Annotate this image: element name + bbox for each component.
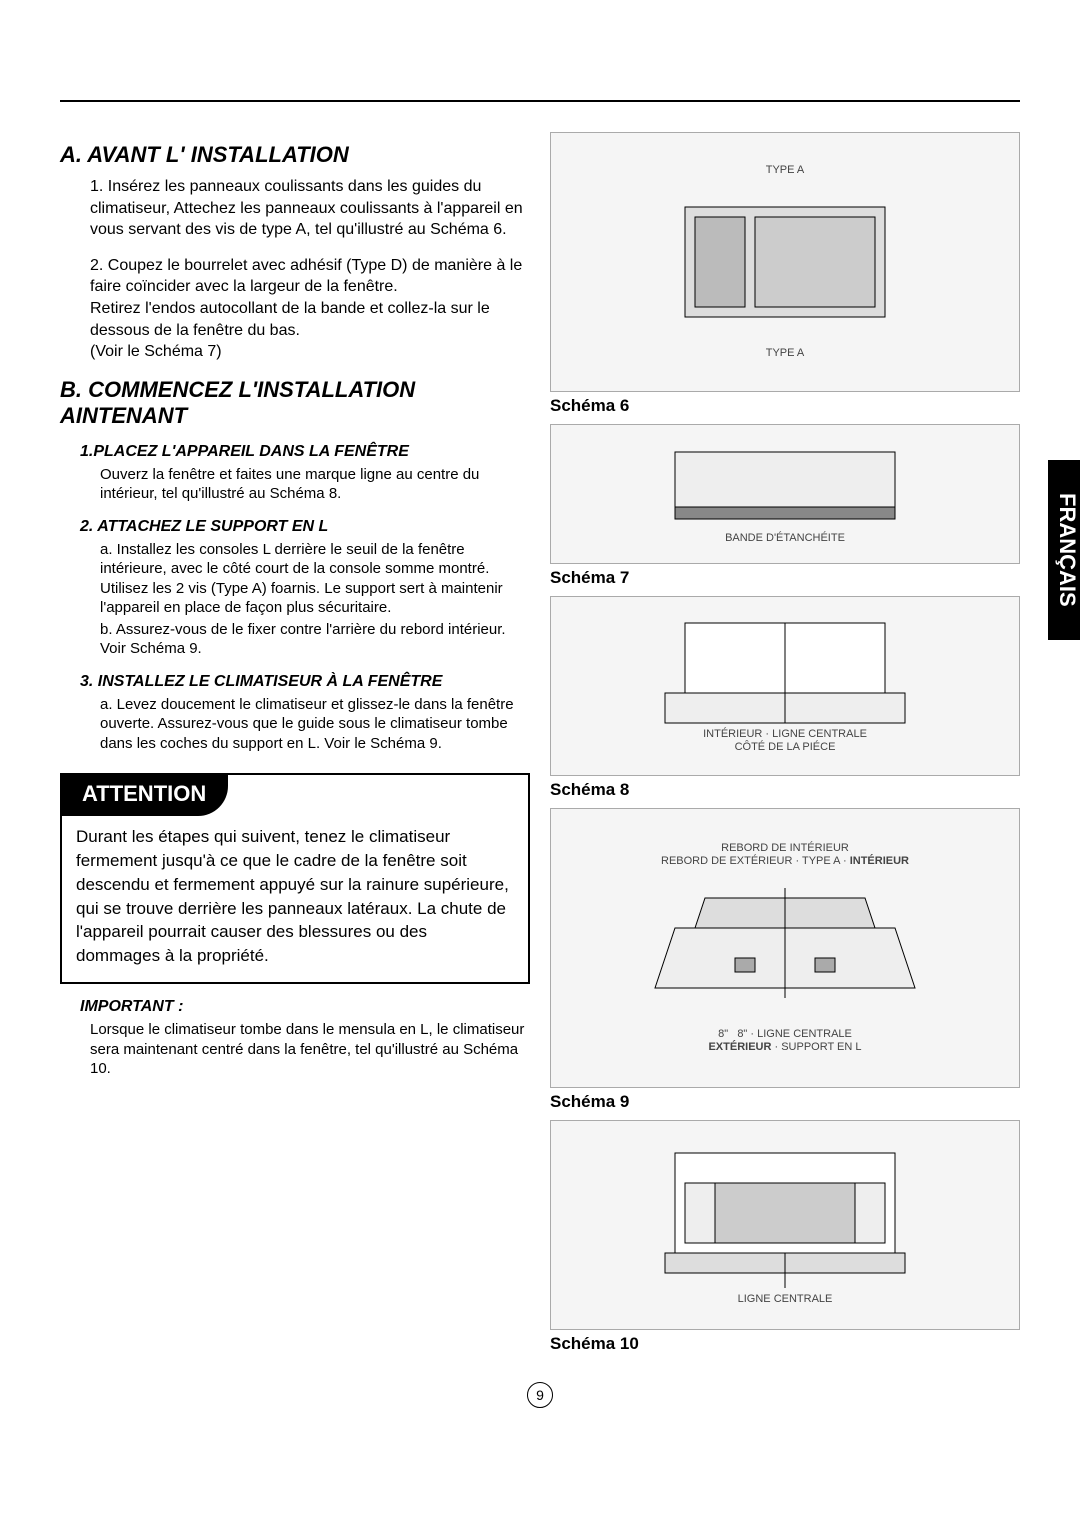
figure-6-label: Schéma 6 [550, 396, 1020, 416]
figure-8-icon: INTÉRIEUR · LIGNE CENTRALE CÔTÉ DE LA PI… [550, 596, 1020, 776]
fig8-annot2: INTÉRIEUR [703, 728, 762, 740]
figure-10-icon: LIGNE CENTRALE [550, 1120, 1020, 1330]
step3-a: a. Levez doucement le climatiseur et gli… [100, 695, 530, 754]
fig7-annot1: BANDE D'ÉTANCHÉITE [725, 532, 845, 545]
attention-label: ATTENTION [60, 773, 228, 816]
section-b-title: B. COMMENCEZ L'INSTALLATION AINTENANT [60, 377, 530, 429]
figure-7-label: Schéma 7 [550, 568, 1020, 588]
ac-unit-icon [665, 177, 905, 347]
page-number: 9 [527, 1382, 553, 1408]
section-a-title: A. AVANT L' INSTALLATION [60, 142, 530, 168]
window-seal-icon [655, 442, 915, 532]
step2-b: b. Assurez-vous de le fixer contre l'arr… [100, 620, 530, 659]
figure-6-icon: TYPE A TYPE A [550, 132, 1020, 392]
important-label: IMPORTANT : [80, 998, 530, 1016]
fig9-annot2: REBORD DE EXTÉRIEUR [661, 855, 792, 867]
figure-8-label: Schéma 8 [550, 780, 1020, 800]
fig9-annot7: 8" [737, 1028, 747, 1040]
fig6-annot2: TYPE A [766, 347, 805, 360]
fig9-annot1: REBORD DE INTÉRIEUR [721, 842, 849, 854]
important-body: Lorsque le climatiseur tombe dans le men… [90, 1020, 530, 1079]
top-rule [60, 100, 1020, 102]
step1-body: Ouverz la fenêtre et faites une marque l… [100, 465, 530, 504]
window-frame-icon [655, 618, 915, 728]
figure-10-label: Schéma 10 [550, 1334, 1020, 1354]
section-a-item2c: (Voir le Schéma 7) [90, 341, 530, 363]
section-a-item2a: 2. Coupez le bourrelet avec adhésif (Typ… [90, 255, 530, 298]
fig9-annot8: EXTÉRIEUR [708, 1041, 771, 1053]
section-a-item1: 1. Insérez les panneaux coulissants dans… [90, 176, 530, 241]
installed-ac-icon [655, 1143, 915, 1293]
figure-9-label: Schéma 9 [550, 1092, 1020, 1112]
fig8-annot1: LIGNE CENTRALE [772, 728, 867, 740]
figure-9-icon: REBORD DE INTÉRIEUR REBORD DE EXTÉRIEUR … [550, 808, 1020, 1088]
section-a-item2b: Retirez l'endos autocollant de la bande … [90, 298, 530, 341]
figure-7-icon: BANDE D'ÉTANCHÉITE [550, 424, 1020, 564]
attention-body: Durant les étapes qui suivent, tenez le … [76, 825, 514, 968]
fig9-annot5: LIGNE CENTRALE [757, 1028, 852, 1040]
step3-title: 3. INSTALLEZ LE CLIMATISEUR À LA FENÊTRE [80, 673, 530, 691]
fig10-annot1: LIGNE CENTRALE [738, 1293, 833, 1306]
fig9-annot4: INTÉRIEUR [850, 855, 909, 867]
fig6-annot1: TYPE A [766, 164, 805, 177]
page-number-container: 9 [60, 1382, 1020, 1408]
attention-box: ATTENTION Durant les étapes qui suivent,… [60, 773, 530, 984]
sill-bracket-icon [635, 868, 935, 1028]
step2-a: a. Installez les consoles L derrière le … [100, 540, 530, 618]
fig9-annot3: TYPE A [802, 855, 840, 867]
step2-title: 2. ATTACHEZ LE SUPPORT EN L [80, 518, 530, 536]
step1-title: 1.PLACEZ L'APPAREIL DANS LA FENÊTRE [80, 443, 530, 461]
fig9-annot9: SUPPORT EN L [781, 1041, 861, 1053]
fig8-annot3: CÔTÉ DE LA PIÉCE [735, 741, 836, 754]
fig9-annot6: 8" [718, 1028, 728, 1040]
